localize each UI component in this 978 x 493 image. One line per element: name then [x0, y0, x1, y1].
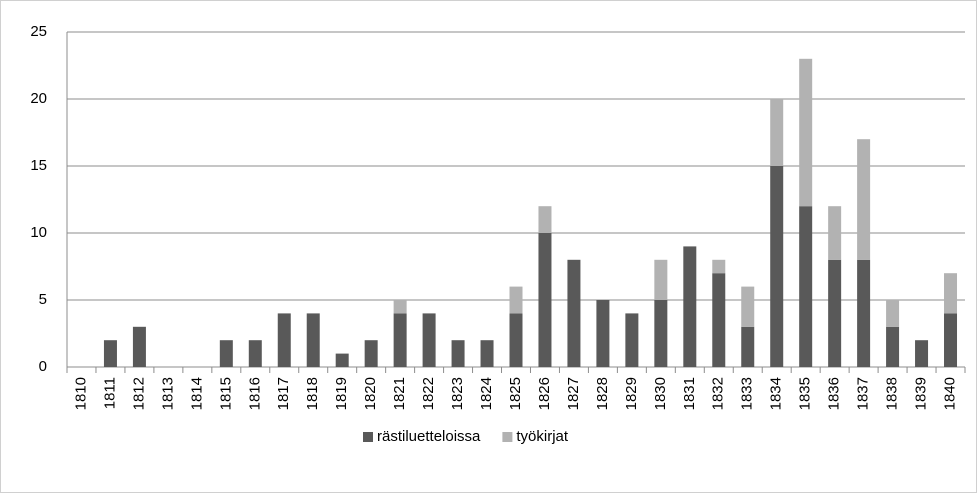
bar-segment — [857, 259, 871, 367]
legend-swatch — [363, 432, 373, 442]
bar-segment — [103, 340, 117, 367]
bar-segment — [480, 340, 494, 367]
bar-segment — [741, 326, 755, 367]
bar-segment — [828, 259, 842, 367]
x-tick-label: 1817 — [275, 377, 292, 410]
x-tick-label: 1839 — [913, 377, 930, 410]
x-tick-label: 1830 — [652, 377, 669, 410]
y-tick-label: 20 — [30, 90, 47, 107]
x-tick-label: 1812 — [130, 377, 147, 410]
x-tick-label: 1814 — [188, 377, 205, 410]
x-tick-label: 1822 — [420, 377, 437, 410]
x-tick-label: 1821 — [391, 377, 408, 410]
x-tick-label: 1836 — [826, 377, 843, 410]
bar-segment — [364, 340, 378, 367]
x-tick-label: 1827 — [565, 377, 582, 410]
x-tick-label: 1833 — [739, 377, 756, 410]
bar-segment — [828, 206, 842, 260]
bar-segment — [654, 259, 668, 300]
x-tick-label: 1818 — [304, 377, 321, 410]
y-tick-label: 10 — [30, 224, 47, 241]
x-tick-label: 1820 — [362, 377, 379, 410]
bar-segment — [132, 326, 146, 367]
x-tick-label: 1825 — [507, 377, 524, 410]
bar-segment — [712, 259, 726, 274]
y-tick-label: 25 — [30, 23, 47, 40]
bar-segment — [886, 300, 900, 327]
bar-segment — [654, 300, 668, 367]
x-tick-label: 1815 — [217, 377, 234, 410]
bar-segment — [915, 340, 929, 367]
bar-segment — [625, 313, 639, 367]
bar-segment — [277, 313, 291, 367]
x-tick-label: 1832 — [710, 377, 727, 410]
bar-segment — [422, 313, 436, 367]
bar-segment — [219, 340, 233, 367]
bar-segment — [770, 99, 784, 166]
x-tick-label: 1831 — [681, 377, 698, 410]
legend-label: työkirjat — [516, 428, 569, 445]
bar-segment — [335, 353, 349, 367]
x-tick-label: 1838 — [884, 377, 901, 410]
x-tick-label: 1828 — [594, 377, 611, 410]
bar-segment — [886, 326, 900, 367]
bar-segment — [770, 166, 784, 367]
x-tick-label: 1829 — [623, 377, 640, 410]
y-tick-label: 0 — [39, 358, 47, 375]
bar-segment — [741, 286, 755, 327]
x-tick-label: 1837 — [855, 377, 872, 410]
x-tick-label: 1813 — [159, 377, 176, 410]
x-tick-label: 1824 — [478, 377, 495, 410]
bar-segment — [538, 233, 552, 367]
y-tick-label: 5 — [39, 291, 47, 308]
bar-segment — [538, 206, 552, 233]
bar-segment — [799, 206, 813, 367]
bar-segment — [799, 58, 813, 207]
legend-label: rästiluetteloissa — [377, 428, 481, 445]
bar-segment — [509, 286, 523, 314]
x-tick-label: 1811 — [101, 377, 118, 409]
bar-segment — [683, 246, 697, 367]
x-tick-label: 1840 — [941, 377, 958, 410]
bar-segment — [596, 300, 610, 367]
bar-segment — [306, 313, 320, 367]
bar-segment — [712, 273, 726, 367]
x-tick-label: 1834 — [768, 377, 785, 410]
bar-segment — [393, 313, 407, 367]
bar-segment — [248, 340, 262, 367]
y-tick-label: 15 — [30, 157, 47, 174]
x-tick-label: 1810 — [72, 377, 89, 410]
legend-swatch — [502, 432, 513, 442]
bar-segment — [451, 340, 465, 367]
x-tick-label: 1826 — [536, 377, 553, 410]
bar-segment — [944, 313, 958, 367]
x-tick-label: 1819 — [333, 377, 350, 410]
x-tick-label: 1823 — [449, 377, 466, 410]
bar-segment — [567, 259, 581, 367]
x-tick-label: 1816 — [246, 377, 263, 410]
bar-segment — [509, 313, 523, 367]
bar-segment — [857, 139, 871, 260]
bar-segment — [393, 300, 407, 314]
x-tick-label: 1835 — [797, 377, 814, 410]
bar-segment — [944, 273, 958, 314]
